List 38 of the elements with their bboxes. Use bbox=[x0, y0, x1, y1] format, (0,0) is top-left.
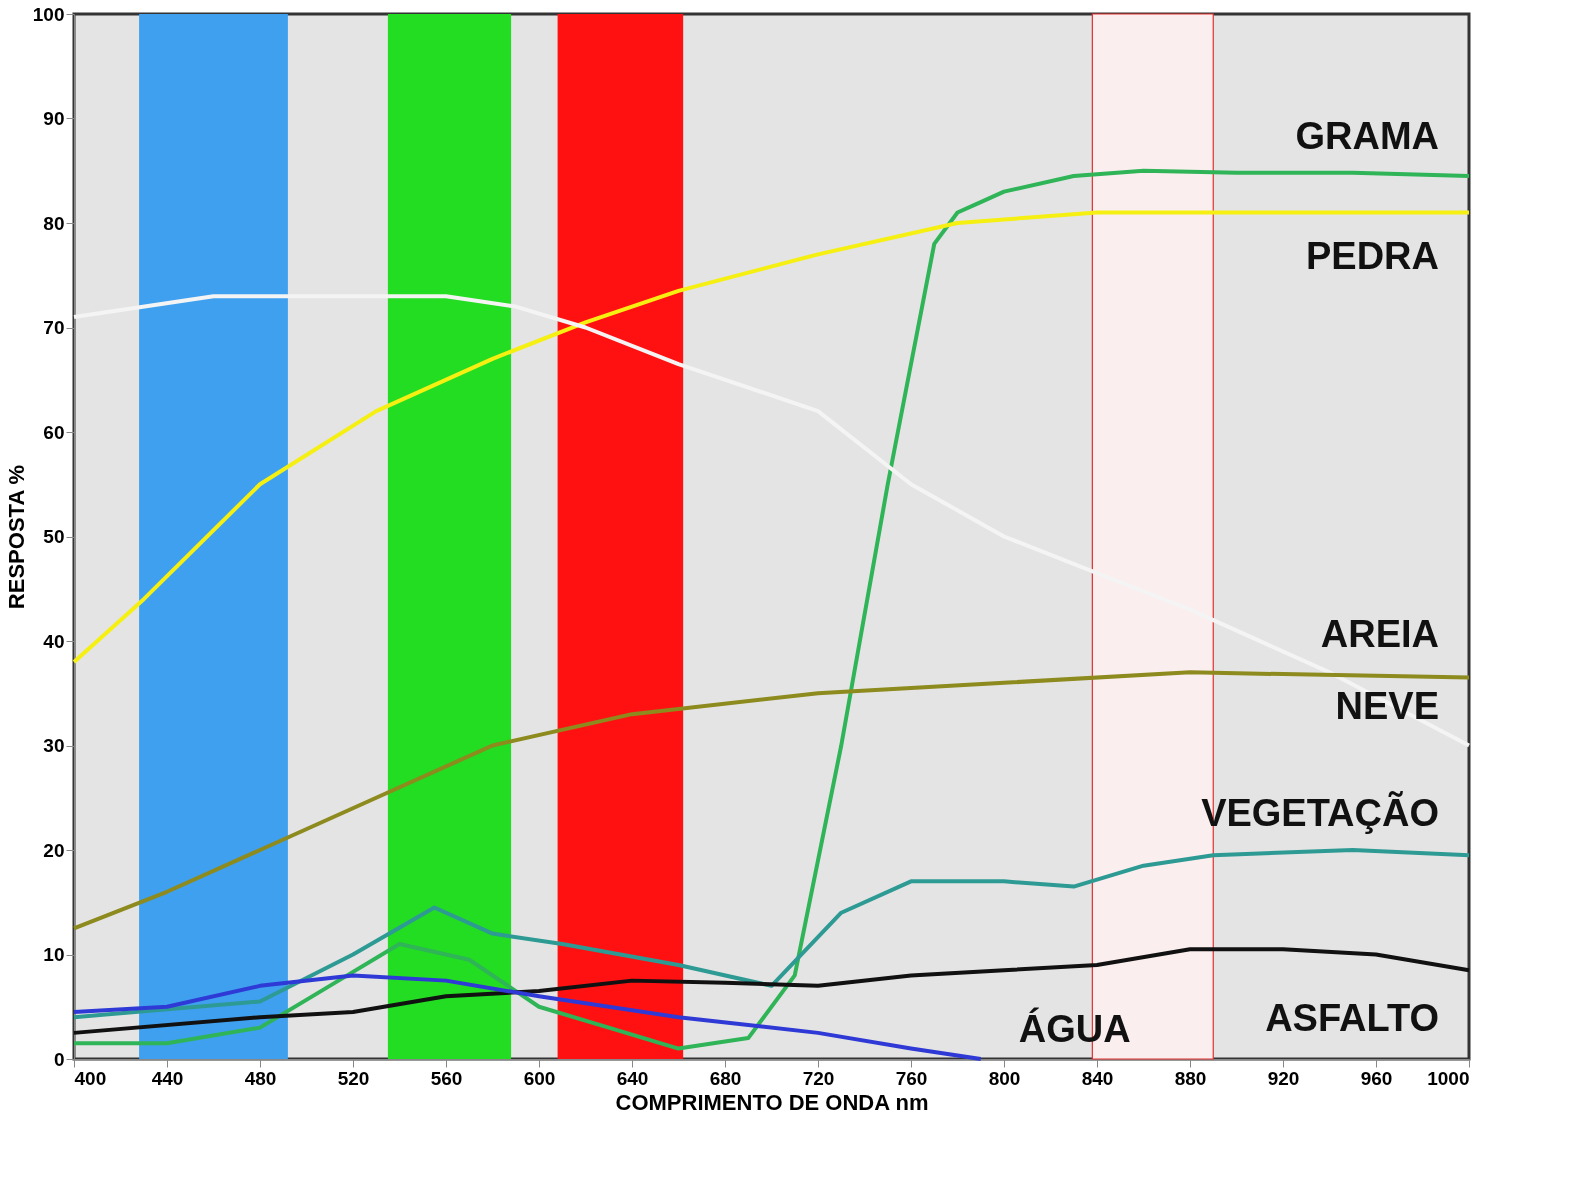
x-tick-label: 800 bbox=[988, 1067, 1021, 1089]
x-tick-label: 400 bbox=[74, 1067, 107, 1089]
x-tick-label: 960 bbox=[1360, 1067, 1393, 1089]
x-tick-label: 720 bbox=[802, 1067, 835, 1089]
y-tick-label: 40 bbox=[43, 630, 65, 652]
line-series bbox=[72, 210, 1471, 664]
x-tick-label: 640 bbox=[616, 1067, 649, 1089]
series-label: PEDRA bbox=[1305, 234, 1439, 277]
x-tick-label: 760 bbox=[895, 1067, 928, 1089]
x-tick-label: 440 bbox=[151, 1067, 184, 1089]
x-tick-label: 920 bbox=[1267, 1067, 1300, 1089]
series-label: NEVE bbox=[1335, 684, 1439, 727]
x-axis-title: COMPRIMENTO DE ONDA nm bbox=[615, 1089, 929, 1115]
series-label: GRAMA bbox=[1295, 114, 1439, 157]
line-series bbox=[72, 973, 983, 1061]
y-tick-label: 50 bbox=[43, 526, 65, 547]
y-tick-label: 20 bbox=[43, 839, 65, 861]
x-tick-label: 1000 bbox=[1427, 1067, 1470, 1089]
y-tick-label: 60 bbox=[43, 421, 65, 443]
series-label: ASFALTO bbox=[1265, 997, 1439, 1040]
y-tick-label: 80 bbox=[43, 212, 65, 234]
y-tick-label: 30 bbox=[43, 735, 65, 756]
y-tick-label: 70 bbox=[43, 317, 65, 338]
series-label: AREIA bbox=[1320, 612, 1439, 655]
x-tick-label: 520 bbox=[337, 1067, 370, 1089]
y-tick-label: 10 bbox=[43, 944, 65, 965]
x-tick-label: 560 bbox=[430, 1067, 463, 1089]
y-tick-label: 0 bbox=[53, 1048, 65, 1070]
line-series bbox=[72, 168, 1471, 1051]
x-tick-label: 840 bbox=[1081, 1067, 1114, 1089]
y-tick-label: 100 bbox=[32, 3, 65, 25]
line-series bbox=[72, 670, 1471, 931]
x-tick-label: 880 bbox=[1174, 1067, 1207, 1089]
x-tick-label: 680 bbox=[709, 1067, 742, 1089]
y-axis-title: RESPOSTA % bbox=[3, 464, 29, 610]
y-tick-label: 90 bbox=[43, 108, 65, 129]
x-tick-label: 480 bbox=[244, 1067, 277, 1089]
x-tick-label: 600 bbox=[523, 1067, 556, 1089]
